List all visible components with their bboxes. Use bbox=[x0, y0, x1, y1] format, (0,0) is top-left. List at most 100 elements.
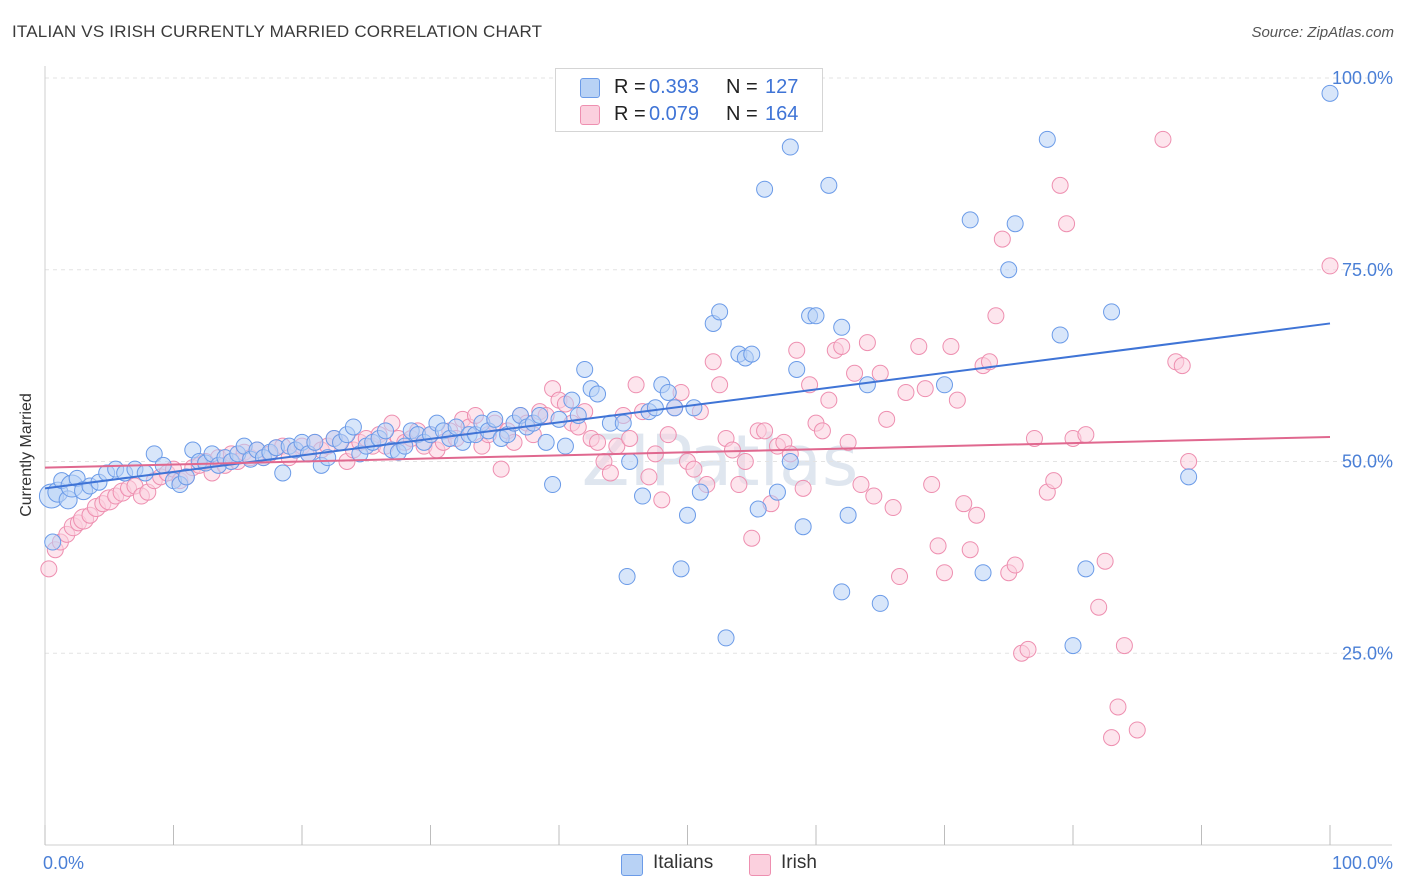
italians-point bbox=[344, 418, 362, 436]
irish-point bbox=[1090, 598, 1108, 616]
italians-point bbox=[618, 568, 636, 586]
irish-point bbox=[948, 391, 966, 409]
italians-point bbox=[871, 594, 889, 612]
irish-point bbox=[897, 383, 915, 401]
irish-point bbox=[871, 364, 889, 382]
irish-point bbox=[942, 337, 960, 355]
irish-point bbox=[685, 460, 703, 478]
irish-point bbox=[1321, 257, 1339, 275]
irish-point bbox=[1154, 130, 1172, 148]
irish-point bbox=[916, 380, 934, 398]
irish-point bbox=[878, 410, 896, 428]
irish-point bbox=[884, 499, 902, 517]
italians-point bbox=[711, 303, 729, 321]
n-value: 127 bbox=[765, 76, 799, 98]
irish-point bbox=[936, 564, 953, 582]
italians-point bbox=[621, 453, 639, 470]
irish-trend-line bbox=[44, 435, 1331, 469]
irish-point bbox=[723, 441, 741, 459]
irish-point bbox=[1077, 426, 1095, 444]
irish-point bbox=[621, 429, 639, 447]
italians-point bbox=[743, 345, 761, 363]
italians-point bbox=[1064, 637, 1082, 655]
irish-point bbox=[923, 476, 941, 494]
irish-point bbox=[1045, 472, 1063, 490]
x-tick-label: 0.0% bbox=[43, 853, 84, 873]
irish-point bbox=[1058, 215, 1076, 233]
italians-point bbox=[1006, 215, 1024, 233]
irish-point bbox=[1019, 640, 1037, 658]
irish-point bbox=[987, 307, 1005, 325]
italians-point bbox=[788, 360, 806, 378]
irish-point bbox=[846, 364, 864, 382]
italians-point bbox=[768, 483, 786, 501]
irish-point bbox=[627, 376, 645, 394]
italians-point bbox=[1051, 326, 1069, 344]
x-tick-label: 100.0% bbox=[1332, 853, 1393, 873]
irish-point bbox=[813, 422, 831, 440]
r-value: 0.393 bbox=[649, 76, 700, 98]
irish-point bbox=[820, 391, 838, 409]
italians-point bbox=[274, 464, 292, 482]
irish-point bbox=[743, 529, 761, 547]
italians-point bbox=[486, 410, 504, 428]
irish-point bbox=[601, 464, 619, 482]
italians-point bbox=[306, 433, 324, 451]
irish-point bbox=[730, 476, 748, 494]
irish-point bbox=[1180, 453, 1198, 470]
y-tick-label: 100.0% bbox=[1332, 68, 1393, 88]
italians-legend-swatch bbox=[621, 854, 643, 876]
italians-point bbox=[936, 376, 953, 394]
italians-point bbox=[531, 406, 549, 424]
irish-point bbox=[788, 341, 806, 359]
italians-point bbox=[377, 422, 395, 440]
stats-box: R = 0.393 N = 127 R = 0.079 N = 164 bbox=[555, 68, 823, 132]
irish-point bbox=[40, 560, 58, 578]
chart-title: ITALIAN VS IRISH CURRENTLY MARRIED CORRE… bbox=[12, 22, 543, 41]
data-points bbox=[38, 84, 1339, 747]
irish-point bbox=[968, 506, 986, 524]
italians-point bbox=[839, 506, 857, 524]
irish-point bbox=[1051, 176, 1069, 194]
italians-point bbox=[820, 176, 838, 194]
italians-trend-line bbox=[44, 322, 1331, 490]
italians-point bbox=[537, 433, 555, 451]
italians-point bbox=[634, 487, 652, 505]
italians-point bbox=[833, 583, 851, 601]
irish-point bbox=[852, 476, 870, 494]
irish-point bbox=[1115, 637, 1133, 655]
italians-point bbox=[589, 385, 607, 403]
irish-point bbox=[653, 491, 671, 509]
irish-point bbox=[756, 422, 774, 440]
irish-point bbox=[961, 541, 979, 559]
legend-label: Italians bbox=[653, 852, 714, 873]
trend-lines bbox=[44, 322, 1331, 490]
r-value: 0.079 bbox=[649, 103, 700, 125]
italians-point bbox=[1077, 560, 1095, 578]
irish-point bbox=[1103, 729, 1121, 747]
irish-point bbox=[891, 568, 909, 586]
italians-point bbox=[145, 445, 163, 463]
irish-point bbox=[839, 433, 857, 451]
italians-point bbox=[685, 399, 703, 417]
italians-point bbox=[749, 500, 767, 518]
italians-point bbox=[781, 138, 799, 156]
italians-point bbox=[563, 391, 581, 409]
irish-point bbox=[1109, 698, 1127, 716]
italians-point bbox=[807, 307, 825, 325]
irish-point bbox=[1173, 357, 1191, 375]
y-tick-label: 25.0% bbox=[1342, 643, 1393, 663]
italians-point bbox=[659, 383, 677, 401]
irish-point bbox=[704, 353, 722, 371]
italians-point bbox=[136, 464, 154, 482]
irish-point bbox=[833, 337, 851, 355]
italians-point bbox=[756, 180, 774, 198]
n-value: 164 bbox=[765, 103, 799, 125]
italians-point bbox=[794, 518, 812, 536]
italians-point bbox=[1180, 468, 1198, 486]
n-label: N = bbox=[726, 103, 758, 125]
irish-point bbox=[492, 460, 510, 478]
irish-point bbox=[858, 334, 876, 352]
italians-point bbox=[679, 506, 696, 524]
